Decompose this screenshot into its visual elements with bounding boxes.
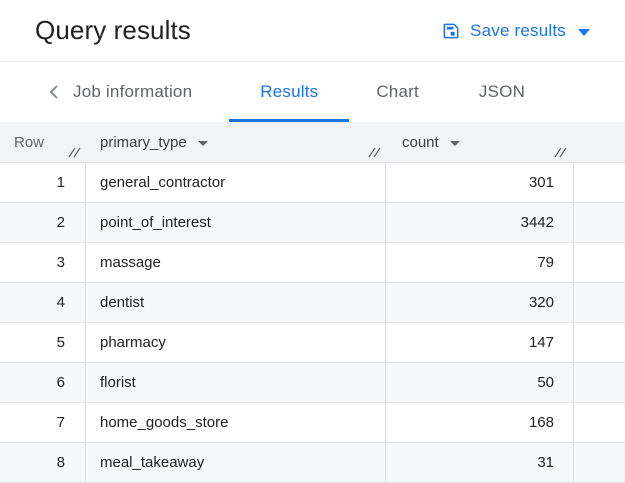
table-row: 4 dentist 320 <box>0 283 625 323</box>
cell-filler <box>574 243 625 282</box>
cell-filler <box>574 363 625 402</box>
table-header: Row primary_type count <box>0 122 625 163</box>
table-row: 3 massage 79 <box>0 243 625 283</box>
column-resize-icon <box>368 147 381 158</box>
caret-down-icon[interactable] <box>449 141 460 146</box>
cell-filler <box>574 163 625 202</box>
cell-row-number: 5 <box>0 323 86 362</box>
cell-count: 168 <box>386 403 574 442</box>
tab-job-information[interactable]: Job information <box>73 82 193 101</box>
cell-count: 79 <box>386 243 574 282</box>
chevron-left-icon <box>50 85 58 99</box>
cell-count: 320 <box>386 283 574 322</box>
cell-primary-type: meal_takeaway <box>86 443 386 482</box>
cell-row-number: 7 <box>0 403 86 442</box>
tab-results[interactable]: Results <box>229 62 350 122</box>
table-row: 8 meal_takeaway 31 <box>0 443 625 483</box>
cell-count: 147 <box>386 323 574 362</box>
cell-row-number: 2 <box>0 203 86 242</box>
cell-primary-type: general_contractor <box>86 163 386 202</box>
column-header-count: count <box>386 122 574 162</box>
page-title: Query results <box>35 15 191 45</box>
table-row: 5 pharmacy 147 <box>0 323 625 363</box>
caret-down-icon[interactable] <box>197 141 208 146</box>
column-header-filler <box>574 122 625 162</box>
table-row: 7 home_goods_store 168 <box>0 403 625 443</box>
cell-primary-type: massage <box>86 243 386 282</box>
cell-row-number: 4 <box>0 283 86 322</box>
cell-row-number: 1 <box>0 163 86 202</box>
cell-primary-type: point_of_interest <box>86 203 386 242</box>
tab-bar: Job information Results Chart JSON <box>0 62 625 122</box>
column-header-primary-type-label: primary_type <box>100 133 187 151</box>
cell-count: 301 <box>386 163 574 202</box>
cell-primary-type: home_goods_store <box>86 403 386 442</box>
column-resize-icon <box>554 147 567 158</box>
cell-primary-type: dentist <box>86 283 386 322</box>
save-results-label: Save results <box>470 20 566 40</box>
column-resize-handle[interactable] <box>368 146 381 158</box>
topbar: Query results Save results <box>0 0 625 62</box>
tab-chart[interactable]: Chart <box>376 82 419 101</box>
column-resize-handle[interactable] <box>68 146 81 158</box>
cell-count: 50 <box>386 363 574 402</box>
cell-filler <box>574 443 625 482</box>
cell-count: 3442 <box>386 203 574 242</box>
cell-row-number: 3 <box>0 243 86 282</box>
cell-filler <box>574 323 625 362</box>
caret-down-icon <box>578 28 590 36</box>
column-header-row: Row <box>0 122 86 162</box>
tab-json[interactable]: JSON <box>478 82 526 101</box>
cell-filler <box>574 283 625 322</box>
cell-row-number: 8 <box>0 443 86 482</box>
tabs-scroll-left-button[interactable] <box>44 82 68 102</box>
column-header-count-label: count <box>402 133 439 151</box>
table-row: 1 general_contractor 301 <box>0 163 625 203</box>
table-body: 1 general_contractor 301 2 point_of_interest… <box>0 163 625 483</box>
column-header-primary-type: primary_type <box>86 122 386 162</box>
cell-primary-type: florist <box>86 363 386 402</box>
column-resize-icon <box>68 147 81 158</box>
cell-row-number: 6 <box>0 363 86 402</box>
save-results-button[interactable]: Save results <box>441 21 590 41</box>
table-row: 2 point_of_interest 3442 <box>0 203 625 243</box>
column-resize-handle[interactable] <box>554 146 567 158</box>
table-row: 6 florist 50 <box>0 363 625 403</box>
cell-primary-type: pharmacy <box>86 323 386 362</box>
cell-filler <box>574 403 625 442</box>
column-header-row-label: Row <box>14 133 45 151</box>
cell-count: 31 <box>386 443 574 482</box>
cell-filler <box>574 203 625 242</box>
save-icon <box>441 21 461 41</box>
